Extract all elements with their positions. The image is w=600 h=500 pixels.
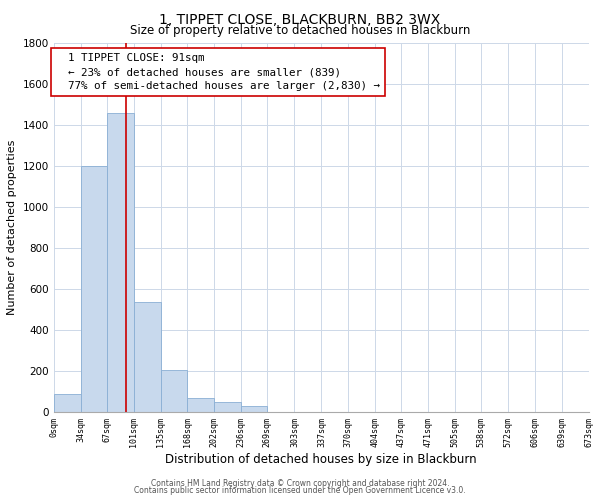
Bar [241,406,268,412]
Bar [80,166,107,412]
Bar [161,370,187,412]
Bar [107,113,134,412]
Bar [187,398,214,412]
Text: Contains HM Land Registry data © Crown copyright and database right 2024.: Contains HM Land Registry data © Crown c… [151,478,449,488]
Text: Size of property relative to detached houses in Blackburn: Size of property relative to detached ho… [130,24,470,37]
Bar [134,302,161,412]
Y-axis label: Number of detached properties: Number of detached properties [7,140,17,316]
Text: 1 TIPPET CLOSE: 91sqm
  ← 23% of detached houses are smaller (839)
  77% of semi: 1 TIPPET CLOSE: 91sqm ← 23% of detached … [55,52,380,92]
Bar [214,402,241,412]
Text: Contains public sector information licensed under the Open Government Licence v3: Contains public sector information licen… [134,486,466,495]
X-axis label: Distribution of detached houses by size in Blackburn: Distribution of detached houses by size … [165,452,477,466]
Text: 1, TIPPET CLOSE, BLACKBURN, BB2 3WX: 1, TIPPET CLOSE, BLACKBURN, BB2 3WX [160,12,440,26]
Bar [53,394,80,412]
